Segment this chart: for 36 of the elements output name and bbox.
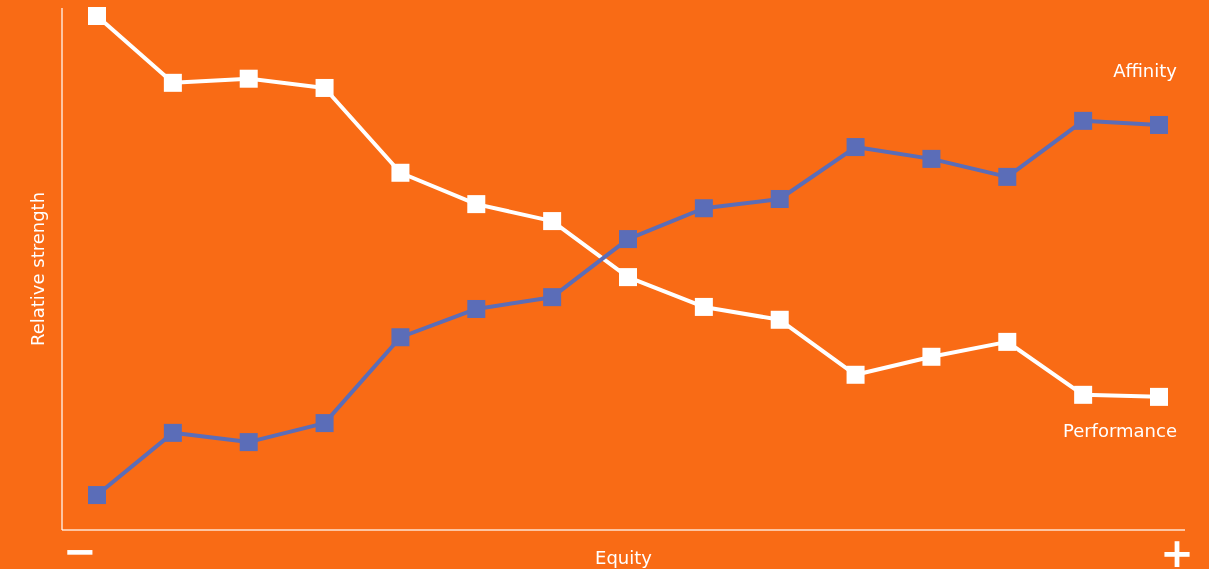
annotation: − xyxy=(63,528,97,569)
text: Affinity xyxy=(1113,59,1178,81)
point xyxy=(315,78,334,97)
point xyxy=(1074,385,1093,404)
point xyxy=(239,69,258,88)
series-label: Performance xyxy=(1062,419,1177,441)
point xyxy=(1074,111,1093,130)
point xyxy=(239,433,258,452)
point xyxy=(1150,115,1168,134)
point xyxy=(694,297,713,316)
point xyxy=(163,423,182,442)
x-axis-title: Equity xyxy=(595,547,653,568)
point xyxy=(543,288,562,307)
point xyxy=(998,167,1017,186)
point xyxy=(998,332,1017,351)
point xyxy=(846,138,865,157)
point xyxy=(694,199,713,218)
point xyxy=(770,310,789,329)
point xyxy=(543,212,562,231)
point xyxy=(315,414,334,433)
point xyxy=(770,189,789,208)
point xyxy=(619,230,637,249)
point xyxy=(391,163,410,182)
point xyxy=(922,149,941,168)
annotation: + xyxy=(1160,530,1194,569)
point xyxy=(846,365,865,384)
point xyxy=(88,486,106,505)
point xyxy=(1150,387,1168,406)
y-axis-title: Relative strength xyxy=(27,191,48,347)
point xyxy=(163,73,182,92)
point xyxy=(88,7,106,25)
point xyxy=(467,195,486,214)
point xyxy=(467,299,486,318)
point xyxy=(391,328,410,347)
point xyxy=(922,347,941,366)
point xyxy=(619,268,637,287)
